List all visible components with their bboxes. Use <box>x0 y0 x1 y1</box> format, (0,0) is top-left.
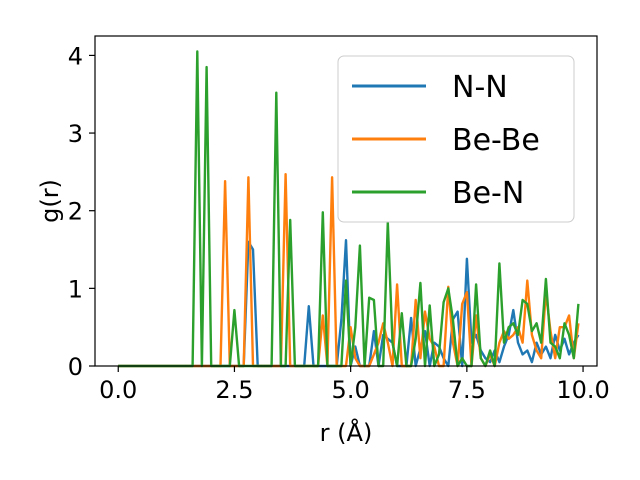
x-axis-label: r (Å) <box>320 418 373 447</box>
x-tick-label: 2.5 <box>215 376 253 404</box>
x-tick-label: 10.0 <box>556 376 609 404</box>
x-tick-label: 7.5 <box>448 376 486 404</box>
x-tick-label: 0.0 <box>99 376 137 404</box>
legend-label-be-n: Be-N <box>452 176 524 211</box>
y-tick-label: 4 <box>68 42 83 70</box>
y-tick-label: 3 <box>68 120 83 148</box>
x-axis-ticks: 0.0 2.5 5.0 7.5 10.0 <box>99 366 610 404</box>
legend: N-N Be-Be Be-N <box>337 55 575 223</box>
y-tick-label: 1 <box>68 275 83 303</box>
legend-box <box>337 55 575 223</box>
legend-label-n-n: N-N <box>452 70 508 105</box>
axes-frame <box>94 35 598 367</box>
legend-label-be-be: Be-Be <box>452 123 540 158</box>
y-tick-label: 2 <box>68 198 83 226</box>
x-tick-label: 5.0 <box>332 376 370 404</box>
y-axis-ticks: 0 1 2 3 4 <box>68 42 95 381</box>
y-axis-label: g(r) <box>36 179 64 223</box>
plot-frame <box>94 35 598 367</box>
y-tick-label: 0 <box>68 353 83 381</box>
